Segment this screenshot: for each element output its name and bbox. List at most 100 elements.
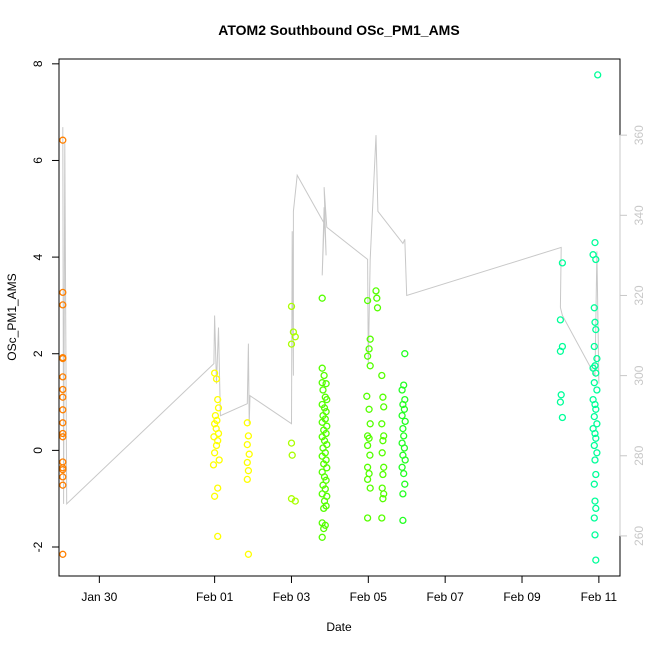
data-point — [556, 347, 565, 355]
data-point — [592, 405, 600, 413]
data-point — [591, 318, 599, 326]
data-point — [59, 481, 67, 489]
data-point — [59, 406, 67, 414]
data-point — [59, 419, 67, 427]
data-point — [398, 411, 406, 420]
y2-tick-label: 340 — [632, 205, 646, 225]
data-point — [590, 304, 598, 312]
data-point — [59, 354, 67, 363]
data-point — [593, 420, 601, 428]
data-point — [593, 449, 601, 457]
data-point — [591, 456, 599, 464]
y-tick-label: 4 — [31, 253, 45, 260]
data-point — [399, 400, 407, 409]
data-point — [558, 413, 567, 422]
data-point — [592, 325, 600, 334]
data-point — [59, 466, 67, 474]
y2-tick-label: 280 — [632, 445, 646, 465]
data-point — [318, 364, 326, 372]
data-point — [212, 441, 221, 450]
data-point — [320, 404, 329, 412]
data-point — [366, 420, 374, 428]
y-axis-label: OSc_PM1_AMS — [5, 273, 19, 360]
data-point — [244, 467, 253, 475]
data-point — [363, 296, 372, 305]
x-axis-label: Date — [326, 620, 352, 634]
data-point — [318, 418, 326, 426]
data-point — [399, 490, 407, 498]
data-point — [592, 504, 600, 513]
data-point — [558, 259, 567, 267]
data-point — [372, 287, 380, 295]
data-point — [380, 403, 388, 411]
data-point — [591, 531, 599, 539]
data-point — [212, 375, 221, 383]
data-point — [593, 354, 601, 363]
data-point — [214, 404, 223, 412]
data-point — [323, 464, 331, 472]
data-point — [245, 450, 253, 458]
data-point — [399, 424, 407, 433]
data-point — [590, 342, 598, 351]
data-point — [378, 484, 386, 492]
data-point — [211, 411, 220, 420]
data-point — [379, 470, 387, 479]
data-point — [363, 475, 372, 484]
data-point — [243, 440, 251, 449]
data-point — [287, 302, 296, 311]
data-point — [243, 475, 251, 484]
data-point — [592, 255, 600, 264]
data-point — [318, 294, 326, 302]
data-point — [378, 371, 386, 380]
data-point — [366, 335, 374, 343]
data-point — [215, 456, 223, 464]
data-point — [318, 379, 326, 387]
data-point — [592, 434, 600, 442]
data-point — [287, 340, 296, 348]
data-point — [363, 352, 372, 360]
data-point — [59, 393, 67, 401]
data-point — [209, 461, 218, 469]
data-point — [400, 405, 409, 413]
data-point — [363, 463, 372, 471]
data-point — [322, 380, 330, 388]
data-point — [210, 433, 218, 441]
data-point — [288, 451, 296, 459]
data-point — [400, 432, 408, 440]
data-point — [590, 480, 598, 488]
data-point — [59, 429, 67, 438]
data-point — [320, 473, 329, 481]
plot-frame — [58, 58, 621, 577]
data-point — [591, 497, 599, 505]
data-point — [320, 524, 328, 533]
data-points-layer — [59, 71, 602, 564]
data-point — [557, 391, 565, 399]
data-point — [590, 412, 598, 421]
data-point — [594, 71, 602, 79]
data-point — [59, 136, 67, 144]
data-point — [59, 473, 67, 481]
x-tick-label: Feb 11 — [581, 590, 618, 604]
data-point — [592, 369, 600, 377]
x-tick-label: Feb 05 — [350, 590, 388, 604]
data-point — [363, 441, 372, 450]
data-point — [59, 458, 67, 466]
secondary-series-line — [62, 127, 600, 506]
y2-tick-label: 320 — [632, 285, 646, 305]
data-point — [214, 484, 222, 492]
data-point — [244, 550, 253, 558]
x-tick-label: Feb 03 — [273, 590, 311, 604]
data-point — [214, 429, 223, 438]
data-point — [210, 420, 219, 428]
data-point — [592, 556, 600, 564]
data-point — [379, 437, 387, 445]
data-point — [366, 451, 374, 459]
data-point — [214, 532, 222, 541]
x-tick-label: Feb 01 — [196, 590, 234, 604]
data-point — [399, 516, 407, 525]
data-point — [378, 449, 386, 457]
y-tick-label: 8 — [31, 60, 45, 67]
data-point — [590, 514, 598, 522]
